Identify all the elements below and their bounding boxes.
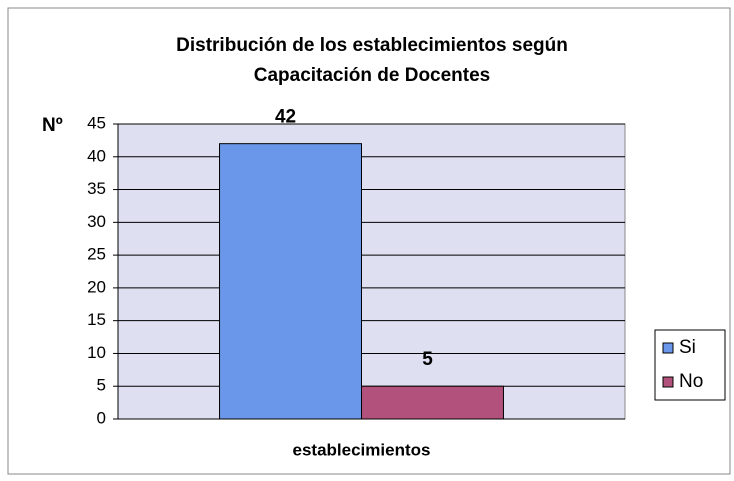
y-tick-label: 45 (87, 113, 106, 132)
x-tick-label: establecimientos (293, 440, 431, 459)
y-tick-label: 35 (87, 179, 106, 198)
chart-title: Capacitación de Docentes (254, 65, 491, 86)
legend-box (654, 329, 726, 401)
data-label: 5 (422, 349, 433, 370)
legend-swatch (662, 376, 674, 388)
bar (361, 385, 504, 420)
y-axis-label: Nº (42, 115, 63, 136)
legend-swatch (662, 342, 674, 354)
legend-label: Si (679, 337, 696, 358)
y-tick-label: 25 (87, 245, 106, 264)
y-tick-label: 30 (87, 212, 106, 231)
chart-title: Distribución de los establecimientos seg… (176, 35, 568, 56)
legend-label: No (679, 371, 703, 392)
y-tick-label: 20 (87, 277, 106, 296)
y-tick-label: 10 (87, 343, 106, 362)
bar (219, 143, 362, 420)
y-tick-label: 40 (87, 146, 106, 165)
y-tick-label: 15 (87, 310, 106, 329)
plot-area (117, 123, 626, 420)
data-label: 42 (275, 107, 296, 128)
y-tick-label: 5 (97, 376, 106, 395)
y-tick-label: 0 (97, 408, 106, 427)
